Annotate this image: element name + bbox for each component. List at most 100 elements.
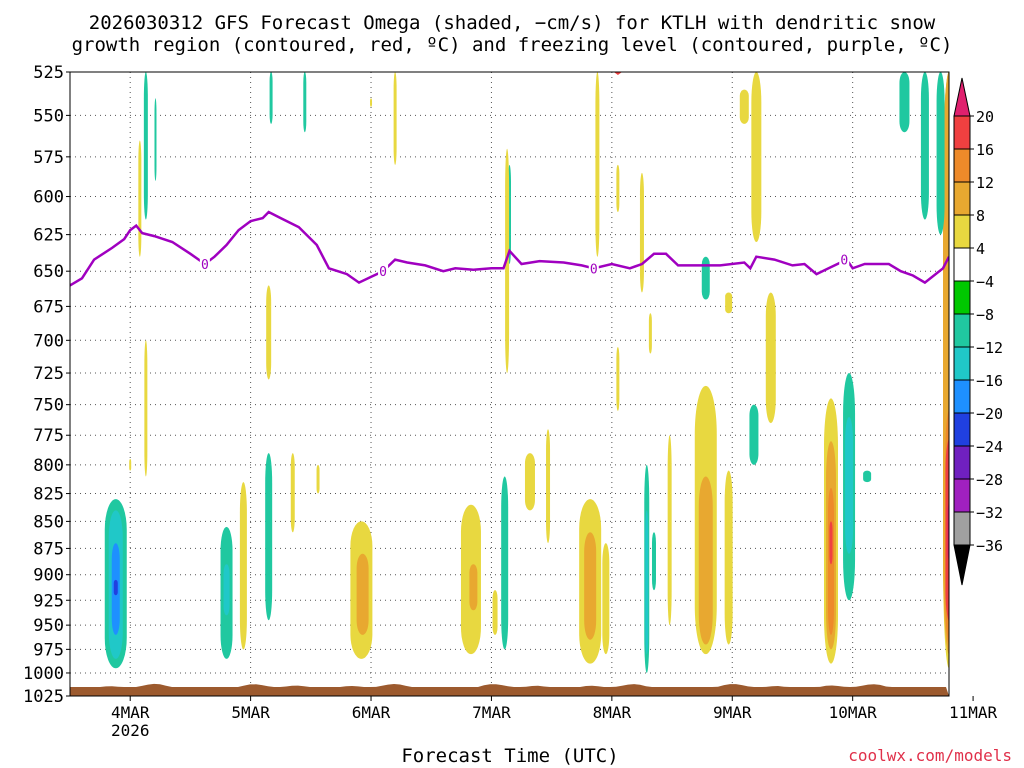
colorbar-label: −32 [976, 504, 1003, 522]
contour-label-bg [839, 252, 850, 266]
omega-cell [154, 98, 157, 181]
colorbar-bottom-arrow [953, 544, 971, 586]
omega-cell [899, 72, 910, 133]
y-tick-label: 675 [33, 297, 64, 317]
omega-cell [143, 72, 148, 220]
omega-cell [648, 313, 652, 354]
omega-cell [584, 532, 597, 640]
y-axis: 525 550 575 600 625 650 675 700 725 750 775 800 825 8… [23, 63, 70, 707]
omega-cell [265, 453, 273, 621]
contour-label-bg [199, 256, 210, 270]
chart-title-line-1: 2026030312 GFS Forecast Omega (shaded, −… [88, 12, 936, 34]
y-tick-label: 525 [33, 63, 64, 83]
omega-cell [616, 346, 620, 411]
omega-cell [129, 459, 132, 471]
y-tick-label: 925 [33, 591, 64, 611]
colorbar-segment [953, 247, 971, 282]
omega-cell [269, 72, 273, 124]
omega-cell [290, 453, 295, 533]
y-tick-label: 750 [33, 396, 64, 416]
colorbar-label: 12 [976, 174, 994, 192]
colorbar-segment [953, 313, 971, 348]
omega-cell [303, 72, 307, 133]
x-axis-label: Forecast Time (UTC) [401, 745, 619, 767]
colorbar-label: −16 [976, 372, 1003, 390]
colorbar-label: −12 [976, 339, 1003, 357]
omega-cell [651, 532, 656, 591]
omega-shading [104, 72, 949, 673]
omega-cell [595, 72, 600, 257]
omega-cell [645, 510, 649, 655]
plot-border [69, 71, 950, 697]
omega-cell [667, 435, 672, 626]
y-tick-label: 900 [33, 566, 64, 586]
omega-cell [936, 72, 945, 235]
dgz-contour [613, 72, 623, 76]
colorbar-label: 20 [976, 108, 994, 126]
x-tick-label: 2026 [111, 721, 150, 740]
omega-cell [223, 564, 230, 616]
colorbar-segment [953, 346, 971, 381]
y-tick-label: 950 [33, 616, 64, 636]
omega-cell [845, 417, 854, 554]
freezing-level-label: 0 [201, 258, 209, 273]
x-tick-label: 11MAR [949, 703, 998, 722]
x-tick-label: 5MAR [231, 703, 270, 722]
credit-text: coolwx.com/models [848, 746, 1012, 765]
omega-cell [546, 429, 551, 544]
x-tick-label: 6MAR [352, 703, 391, 722]
colorbar-label: 8 [976, 207, 985, 225]
colorbar-label: −24 [976, 438, 1003, 456]
omega-cell [829, 521, 833, 565]
colorbar-segment [953, 148, 971, 183]
freezing-level-label: 0 [590, 262, 598, 277]
y-tick-label: 550 [33, 106, 64, 126]
omega-cell [524, 453, 535, 511]
x-tick-label: 8MAR [593, 703, 632, 722]
y-tick-label: 650 [33, 262, 64, 282]
omega-cell [765, 292, 776, 424]
y-tick-label: 725 [33, 364, 64, 384]
y-tick-label: 800 [33, 456, 64, 476]
omega-cell [469, 564, 478, 611]
colorbar-label: 4 [976, 240, 985, 258]
chart-title-line-2: growth region (contoured, red, ºC) and f… [71, 34, 953, 56]
colorbar-label: −20 [976, 405, 1003, 423]
omega-cell [138, 140, 142, 257]
omega-cell [501, 476, 509, 650]
colorbar: 20 16 12 8 4 −4 −8 −12 −16 −20 −24 −28 −32 −36 [953, 77, 1003, 586]
colorbar-label: 16 [976, 141, 994, 159]
y-tick-label: 600 [33, 188, 64, 208]
omega-cell [698, 476, 713, 645]
colorbar-segment [953, 445, 971, 480]
omega-cell [616, 164, 620, 212]
omega-cell [920, 72, 929, 220]
freezing-level-label: 0 [379, 265, 387, 280]
colorbar-segment [953, 181, 971, 216]
omega-cell [639, 172, 644, 293]
colorbar-top-arrow [953, 77, 971, 117]
x-tick-label: 4MAR [111, 703, 150, 722]
y-tick-label: 775 [33, 426, 64, 446]
x-tick-label: 7MAR [472, 703, 511, 722]
y-tick-label: 700 [33, 331, 64, 351]
colorbar-segment [953, 115, 971, 150]
omega-cell [749, 404, 759, 465]
omega-cell [393, 72, 397, 165]
y-tick-label: 1025 [23, 687, 64, 707]
colorbar-label: −36 [976, 537, 1003, 555]
omega-cell [370, 98, 373, 107]
colorbar-label: −4 [976, 273, 994, 291]
omega-cell [751, 72, 762, 243]
freezing-level-label: 0 [840, 254, 848, 269]
omega-cell [945, 438, 949, 623]
colorbar-segment [953, 280, 971, 315]
contour-label-bg [378, 264, 389, 278]
omega-cell [266, 285, 272, 380]
colorbar-segment [953, 214, 971, 249]
omega-cell [144, 340, 148, 477]
omega-cell [113, 579, 118, 596]
contours: 0 0 0 0 [70, 72, 949, 287]
colorbar-label: −8 [976, 306, 994, 324]
